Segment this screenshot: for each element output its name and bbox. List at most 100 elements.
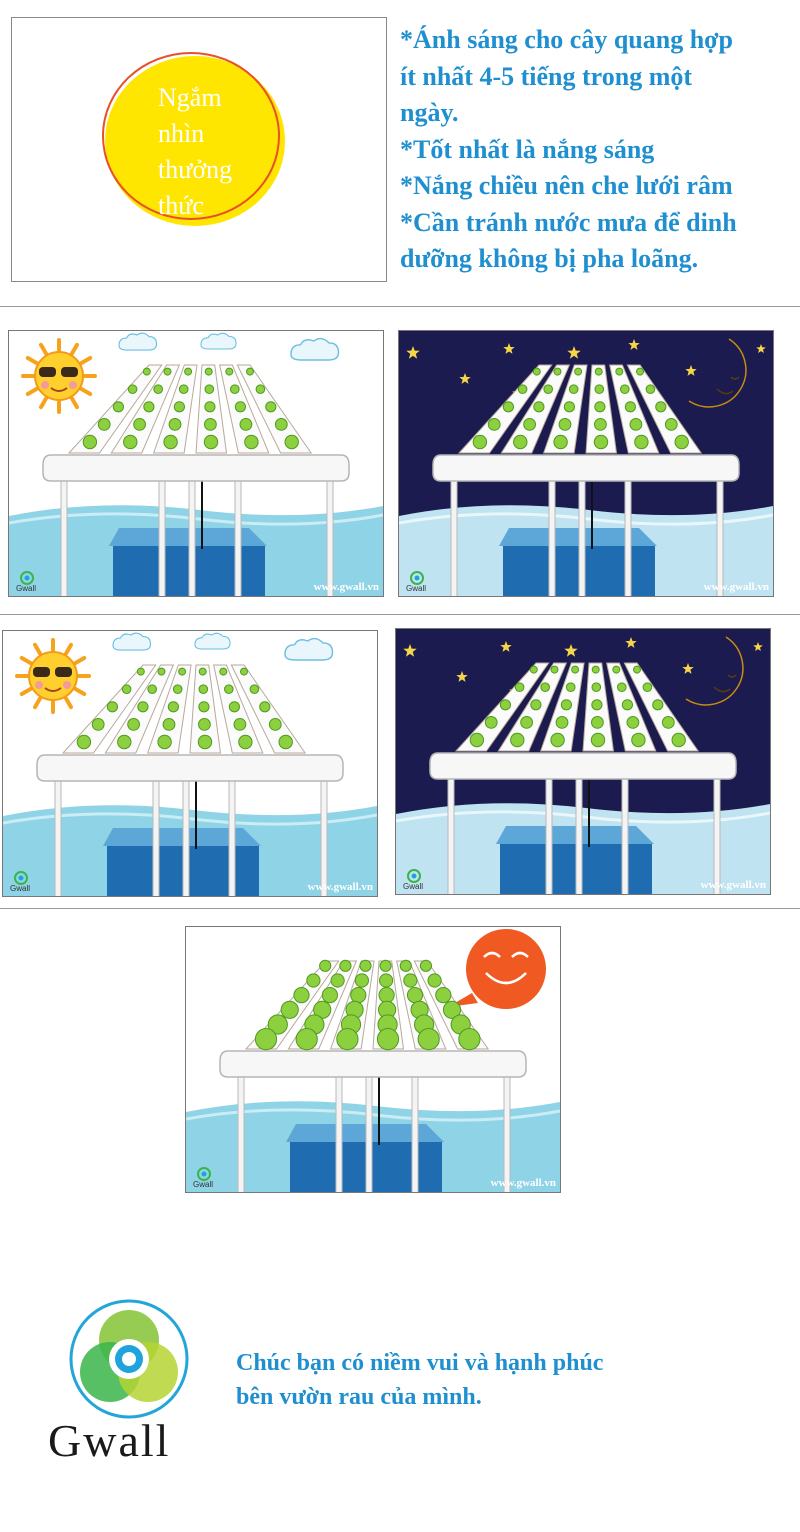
lettuce-plant [655,401,667,413]
lettuce-plant [636,367,644,376]
section-divider [0,306,800,307]
happy-scene-panel: Gwall www.gwall.vn [185,926,561,1193]
panel-watermark: www.gwall.vn [313,581,379,593]
brand-name: Gwall [48,1415,171,1466]
lettuce-plant [615,367,624,376]
lettuce-plant [268,718,282,731]
lettuce-plant [178,667,187,676]
lettuce-plant [532,367,541,376]
lettuce-plant [278,734,293,750]
panel-logo-text: Gwall [10,884,31,893]
lettuce-plant [621,699,633,711]
lettuce-plant [112,401,125,413]
lettuce-plant [458,1028,481,1051]
scene-illustration [399,331,773,596]
lettuce-plant [321,987,338,1004]
star-icon [567,346,581,359]
cloud-icon [284,637,334,661]
lettuce-plant [136,667,145,676]
lettuce-plant [417,1028,440,1051]
lettuce-plant [520,716,534,729]
star-icon [682,663,694,674]
lettuce-plant [550,732,565,748]
lettuce-plant [230,384,240,395]
panel-logo-text: Gwall [193,1180,214,1189]
lettuce-plant [560,699,572,711]
lettuce-plant [645,384,656,395]
section-divider [0,614,800,615]
lettuce-plant [631,732,646,748]
lettuce-plant [523,418,537,431]
gwall-mini-logo-icon [197,1167,211,1181]
gwall-mini-logo-icon [14,871,28,885]
star-icon [500,641,512,652]
tank-top [103,828,261,846]
lettuce-plant [469,732,485,748]
table-leg [545,778,553,894]
table-leg [182,780,190,896]
cloud-icon [112,632,152,651]
day-scene-panel: Gwall www.gwall.vn [8,330,384,597]
panel-watermark: www.gwall.vn [700,879,766,891]
lettuce-plant [487,418,501,431]
lettuce-plant [626,716,640,729]
lettuce-plant [127,718,141,731]
lettuce-plant [354,973,369,988]
lettuce-plant [591,699,603,711]
day-scene-panel: Gwall www.gwall.vn [2,630,378,897]
lettuce-plant [259,701,271,713]
lettuce-plant [239,418,253,431]
lettuce-plant [510,732,525,748]
star-icon [459,373,471,384]
lettuce-plant [379,973,394,988]
tip-line: *Cần tránh nước mưa để dinh [400,207,737,237]
lettuce-plant [204,367,213,376]
lettuce-plant [157,734,172,750]
lettuce-plant [472,434,488,450]
sun-sunglasses-icon [21,338,97,414]
table-leg [624,480,632,596]
lettuce-plant [167,701,179,713]
lettuce-plant [246,367,254,376]
star-icon [403,644,417,657]
lettuce-plant [652,699,664,711]
moon-icon [688,338,747,408]
tank-top [499,528,657,546]
lettuce-plant [233,718,247,731]
badge-text: Ngắm nhìn thưởng thức [158,80,278,224]
lettuce-plant [336,1028,359,1051]
lettuce-plant [378,987,395,1004]
panel-logo-text: Gwall [16,584,37,593]
lettuce-plant [82,434,98,450]
lettuce-plant [91,718,105,731]
lettuce-plant [168,418,182,431]
lettuce-plant [620,384,630,395]
scene-illustration [9,331,383,596]
lettuce-plant [664,418,678,431]
lettuce-plant [594,418,607,431]
lettuce-plant [123,434,138,450]
lettuce-plant [178,384,189,395]
lettuce-plant [133,418,147,431]
gwall-mini-logo-icon [410,571,424,585]
cloud-icon [200,332,237,350]
lettuce-plant [435,987,452,1004]
table-leg [548,480,556,596]
lettuce-plant [553,367,562,376]
lettuce-plant [143,401,155,413]
lettuce-plant [530,699,542,711]
greeting-text: Chúc bạn có niềm vui và hạnh phúc bên vư… [236,1346,756,1414]
lettuce-plant [571,665,580,674]
scene-illustration [3,631,377,896]
table-leg [234,480,242,596]
tip-line: *Ánh sáng cho cây quang hợp [400,25,734,54]
panel-watermark: www.gwall.vn [703,581,769,593]
star-icon [406,346,420,359]
lettuce-plant [117,734,132,750]
lettuce-plant [550,665,559,674]
night-scene-panel: Gwall www.gwall.vn [395,628,771,895]
lettuce-plant [376,1028,400,1051]
lettuce-plant [484,716,498,729]
lettuce-plant [671,732,686,748]
lettuce-plant [267,1014,288,1035]
